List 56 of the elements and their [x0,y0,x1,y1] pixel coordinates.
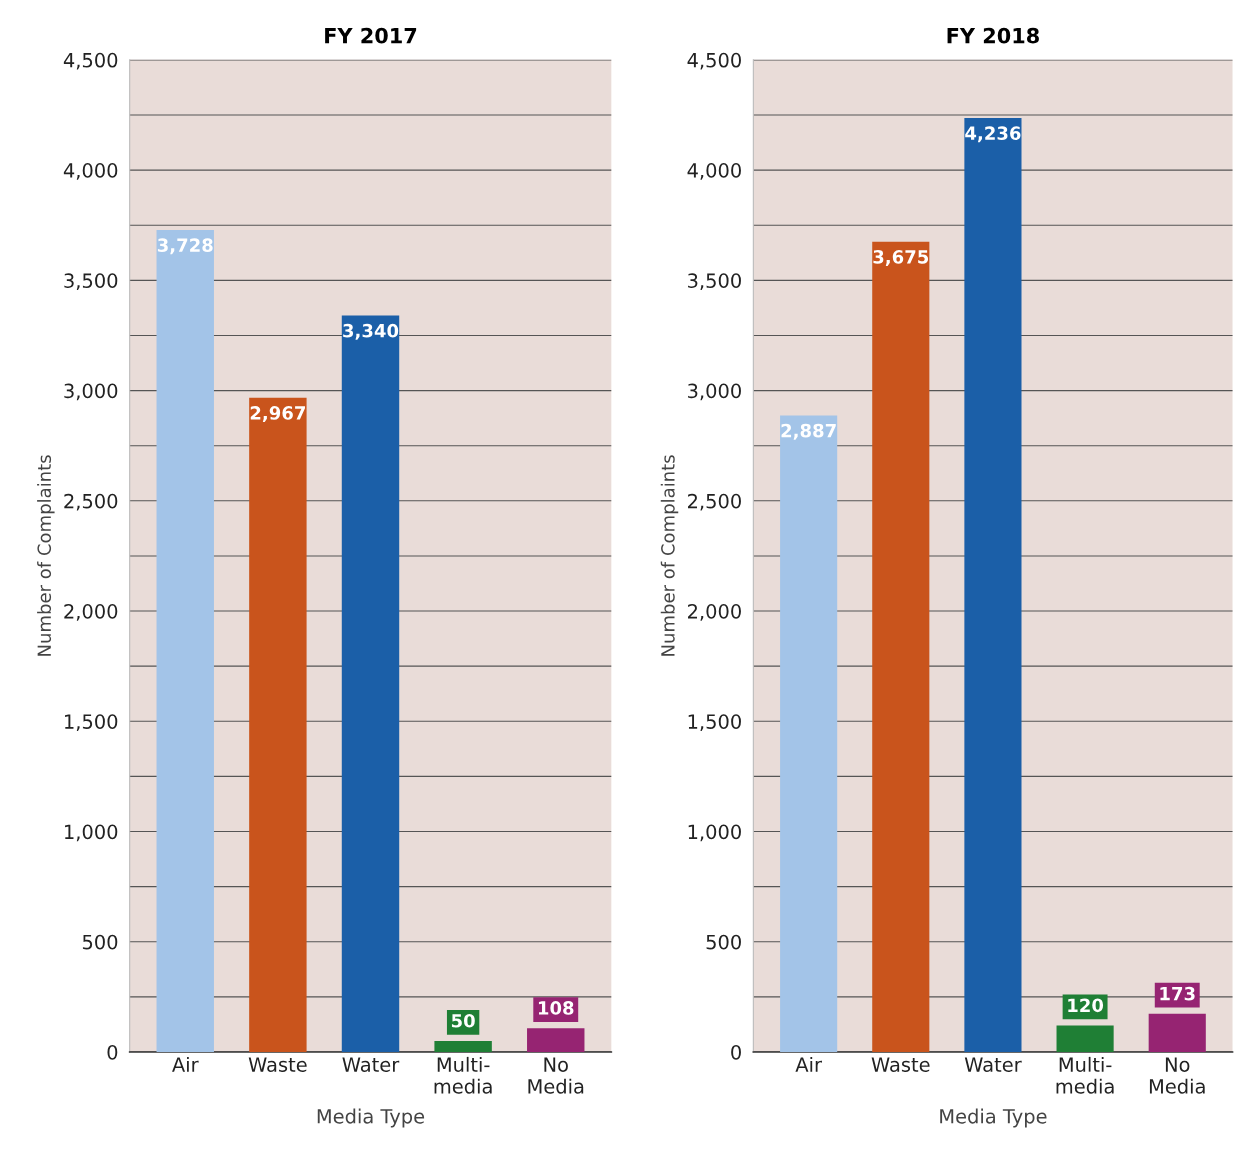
y-tick-label: 0 [107,1044,118,1060]
x-tick-label: No Media [1149,1057,1205,1094]
chart-title: FY 2018 [947,27,1039,44]
chart-title: FY 2017 [325,27,417,44]
data-label: 50 [451,1013,475,1028]
data-label: 120 [1068,998,1104,1013]
y-tick-label: 4,000 [687,163,741,180]
x-tick-label: Water [964,1057,1022,1072]
y-tick-label: 2,000 [688,604,741,621]
bar [780,415,838,1053]
y-tick-label: 0 [731,1044,741,1060]
y-tick-label: 2,500 [688,493,741,511]
y-axis-title: Number of Complaints [37,455,55,656]
y-tick-label: 1,000 [65,824,118,842]
data-label: 3,728 [157,238,213,255]
x-axis-title: Media Type [940,1108,1047,1128]
y-tick-label: 1,500 [65,714,118,731]
y-tick-label: 2,000 [64,604,118,621]
bar [527,1028,585,1053]
y-axis-title: Number of Complaints [660,455,679,656]
y-tick-label: 4,500 [63,52,118,70]
y-tick-label: 500 [706,934,741,950]
y-tick-label: 3,000 [64,383,118,401]
bar [872,241,930,1053]
bar [964,118,1022,1053]
x-tick-label: Water [342,1057,400,1072]
data-label: 3,340 [343,323,399,340]
y-tick-label: 4,000 [63,163,118,180]
data-label: 3,675 [873,250,929,266]
x-tick-label: Waste [248,1057,307,1072]
bar [341,315,400,1053]
y-tick-label: 2,500 [64,493,118,511]
y-tick-label: 1,000 [688,824,741,842]
data-label: 173 [1160,986,1195,1001]
x-tick-label: Multi- media [434,1056,492,1094]
data-label: 108 [538,1001,574,1015]
x-tick-label: Air [172,1056,199,1072]
x-tick-label: Multi- media [1056,1056,1114,1094]
bar [249,397,307,1053]
x-axis-title: Media Type [317,1108,425,1128]
data-label: 2,967 [250,406,305,423]
x-tick-label: Waste [871,1057,930,1072]
y-tick-label: 3,500 [688,273,741,290]
bar [1148,1013,1206,1053]
bar [434,1040,492,1053]
data-label: 4,236 [965,126,1021,143]
y-tick-label: 500 [82,934,118,950]
y-tick-label: 4,500 [687,52,741,70]
y-tick-label: 3,000 [688,383,741,401]
bar [1056,1025,1114,1053]
x-tick-label: No Media [528,1057,584,1094]
data-label: 2,887 [781,423,836,440]
y-tick-label: 3,500 [64,273,118,290]
y-tick-label: 1,500 [688,714,741,731]
bar [156,230,214,1053]
x-tick-label: Air [795,1056,822,1072]
